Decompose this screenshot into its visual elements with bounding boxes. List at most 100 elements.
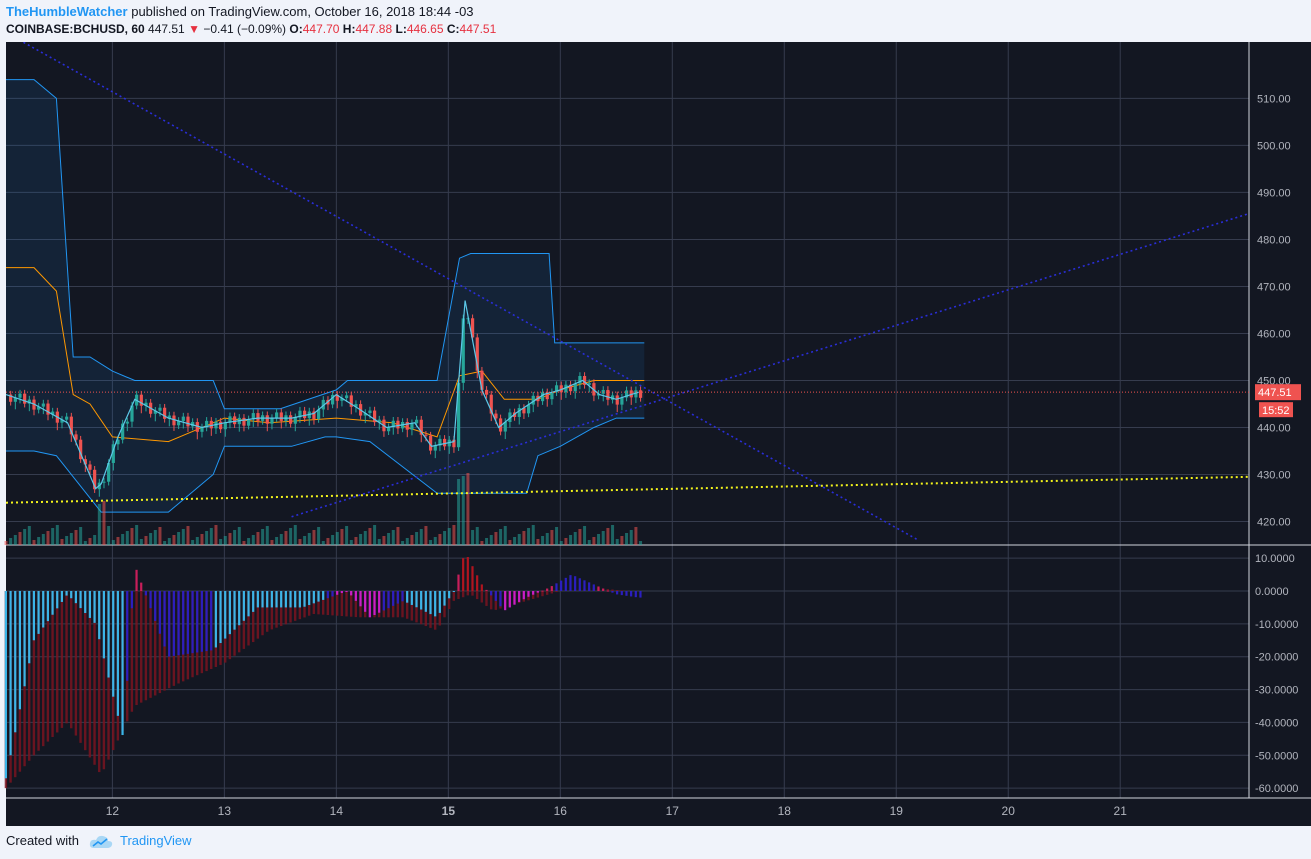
momentum-bar xyxy=(284,591,287,608)
signal-bar xyxy=(555,591,558,593)
volume-bar xyxy=(359,534,363,545)
volume-bar xyxy=(289,528,293,545)
candle-body xyxy=(540,392,545,402)
candle-body xyxy=(9,394,13,402)
signal-bar xyxy=(471,591,474,596)
price-change: −0.41 (−0.09%) xyxy=(203,22,287,36)
lower-band-line xyxy=(6,417,645,513)
countdown-label: 15:52 xyxy=(1262,405,1290,417)
signal-bar xyxy=(457,591,460,600)
momentum-bar xyxy=(261,591,264,608)
volume-bar xyxy=(130,528,134,545)
volume-bar xyxy=(41,534,45,545)
candle-body xyxy=(517,408,521,417)
momentum-bar xyxy=(322,591,325,600)
momentum-bar xyxy=(522,591,525,600)
volume-bar xyxy=(83,541,87,545)
close-value: 447.51 xyxy=(459,22,497,36)
momentum-bar xyxy=(205,591,208,652)
volume-bar xyxy=(555,527,559,545)
momentum-bar xyxy=(606,590,609,592)
candle-body xyxy=(494,413,498,419)
x-tick-label: 19 xyxy=(890,804,904,818)
volume-bar xyxy=(121,534,125,545)
volume-bar xyxy=(65,536,69,545)
volume-bar xyxy=(256,532,260,545)
candle-body xyxy=(181,416,185,421)
candle-body xyxy=(242,417,246,426)
volume-bar xyxy=(116,537,120,545)
candle-body xyxy=(373,410,377,423)
momentum-bar xyxy=(23,591,26,687)
candle-body xyxy=(438,438,442,446)
author-link[interactable]: TheHumbleWatcher xyxy=(6,4,128,19)
signal-bar xyxy=(615,589,619,591)
momentum-bar xyxy=(630,591,633,597)
volume-bar xyxy=(401,541,405,545)
momentum-bar xyxy=(546,588,549,591)
volume-bar xyxy=(107,526,111,545)
volume-bar xyxy=(405,538,409,545)
momentum-bar xyxy=(186,591,189,654)
momentum-bar xyxy=(588,582,591,591)
last-price-label: 447.51 xyxy=(1258,387,1292,399)
candle-body xyxy=(475,337,479,371)
signal-bar xyxy=(405,591,409,619)
candle-body xyxy=(51,411,55,415)
tradingview-link[interactable]: TradingView xyxy=(120,833,192,848)
volume-bar xyxy=(457,479,461,545)
osc-y-tick-label: -10.0000 xyxy=(1255,619,1298,631)
signal-bar xyxy=(452,591,456,601)
momentum-bar xyxy=(438,591,441,613)
volume-bar xyxy=(144,536,148,545)
momentum-bar xyxy=(443,591,446,606)
volume-bar xyxy=(536,539,540,545)
volume-bar xyxy=(4,541,8,545)
momentum-bar xyxy=(578,578,581,591)
volume-bar xyxy=(480,541,484,545)
candle-body xyxy=(41,403,45,407)
price-chart[interactable]: 12 13 14 15 16 17 18 19 20 21 510.00 500.00 490.00 48… xyxy=(0,42,1311,826)
volume-bar xyxy=(578,529,582,545)
publish-info: TheHumbleWatcher published on TradingVie… xyxy=(6,4,474,19)
momentum-bar xyxy=(70,591,73,599)
momentum-bar xyxy=(620,591,623,596)
candle-body xyxy=(153,410,157,414)
signal-bar xyxy=(480,591,484,603)
volume-bar xyxy=(625,533,629,545)
osc-y-tick-label: -20.0000 xyxy=(1255,652,1298,664)
candle-body xyxy=(424,434,428,436)
momentum-bar xyxy=(224,591,227,639)
volume-bar xyxy=(177,532,181,545)
candle-body xyxy=(354,404,358,407)
momentum-bar xyxy=(485,589,488,591)
trendline-descending xyxy=(21,42,920,541)
volume-bar xyxy=(102,501,106,545)
volume-bar xyxy=(209,528,213,545)
volume-bar xyxy=(88,538,92,545)
candle-body xyxy=(349,395,353,407)
momentum-bar xyxy=(144,591,147,596)
momentum-bar xyxy=(308,591,311,606)
x-tick-label: 13 xyxy=(218,804,232,818)
created-with-text: Created with xyxy=(6,833,79,848)
signal-bar xyxy=(158,591,162,694)
volume-bar xyxy=(471,530,475,545)
candle-body xyxy=(321,399,325,410)
momentum-bar xyxy=(326,591,329,599)
signal-bar xyxy=(331,591,334,616)
volume-bar xyxy=(569,535,573,545)
candle-body xyxy=(345,395,349,399)
candle-body xyxy=(144,402,148,406)
momentum-bar xyxy=(74,591,77,604)
volume-bar xyxy=(135,525,139,545)
tradingview-logo-icon xyxy=(89,835,112,848)
momentum-bar xyxy=(504,591,507,611)
momentum-bar xyxy=(406,591,409,603)
momentum-bar xyxy=(541,590,544,592)
volume-bar xyxy=(615,539,619,545)
y-tick-label: 460.00 xyxy=(1257,328,1291,340)
candle-body xyxy=(587,383,591,385)
momentum-bar xyxy=(266,591,269,608)
trendline-ascending xyxy=(291,212,1250,518)
